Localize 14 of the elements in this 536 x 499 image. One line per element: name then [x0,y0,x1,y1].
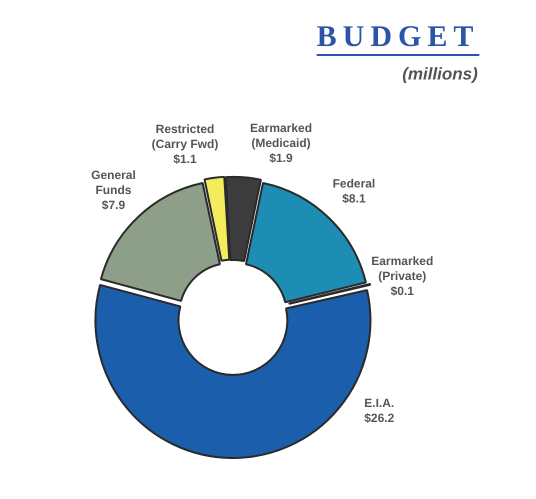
data-label: $1.1 [173,152,197,166]
data-label: $1.9 [269,150,293,165]
slice-label: Earmarked (Private) [371,254,434,284]
slice-label: E.I.A. [364,396,394,410]
slice-label: Restricted (Carry Fwd) [152,122,218,151]
data-label: $8.1 [342,192,366,206]
chart-subtitle: (millions) [402,64,478,84]
chart-title: BUDGET [316,20,480,53]
slice-label: General Funds [91,168,136,197]
slice-label: Federal [332,176,376,191]
data-label: $26.2 [364,411,395,426]
data-label: $0.1 [390,284,414,298]
slice-label: Earmarked (Medicaid) [250,120,312,150]
data-label: $7.9 [102,198,126,212]
